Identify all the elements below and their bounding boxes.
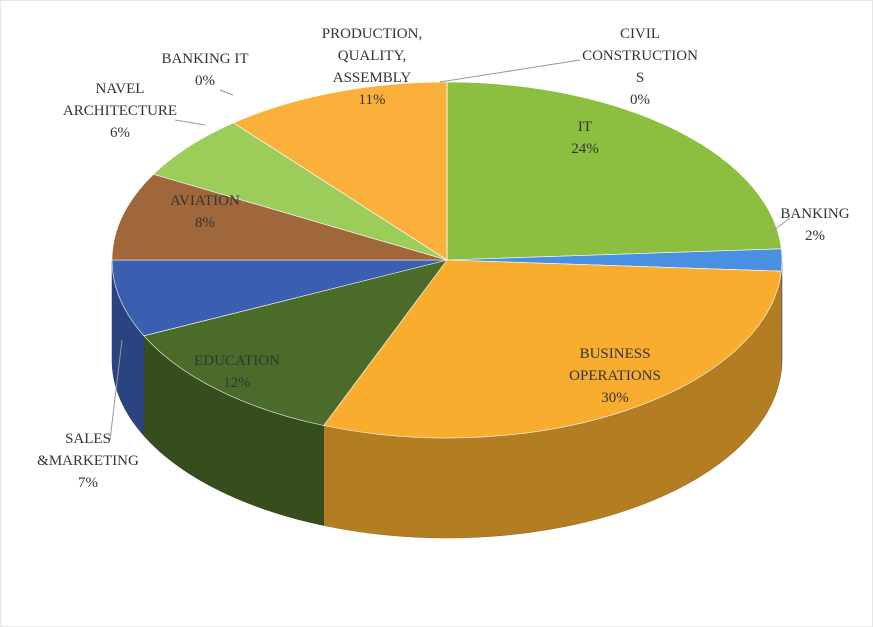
value-label: 30% <box>601 390 629 406</box>
category-label: NAVEL ARCHITECTURE <box>63 81 177 119</box>
value-label: 2% <box>805 228 825 244</box>
value-label: 6% <box>110 125 130 141</box>
slice <box>446 81 782 261</box>
slice <box>323 259 782 439</box>
slice <box>152 122 448 261</box>
leader-line <box>769 217 791 234</box>
category-label: AVIATION <box>170 193 240 209</box>
value-label: 8% <box>195 215 215 231</box>
category-label: CIVIL CONSTRUCTION S <box>582 26 698 86</box>
leader-line <box>439 59 581 83</box>
slice <box>111 259 448 337</box>
value-label: 12% <box>223 375 251 391</box>
category-label: BANKING <box>780 206 849 222</box>
category-label: IT <box>578 119 592 135</box>
value-label: 0% <box>630 92 650 108</box>
category-label: SALES &MARKETING <box>37 431 139 469</box>
slice <box>111 173 448 261</box>
leader-line <box>174 119 206 126</box>
slice <box>232 81 448 261</box>
category-label: BUSINESS OPERATIONS <box>569 346 661 384</box>
category-label: EDUCATION <box>194 353 280 369</box>
category-label: PRODUCTION, QUALITY, ASSEMBLY <box>322 26 422 86</box>
slice <box>143 259 448 426</box>
leader-line <box>219 89 234 96</box>
category-label: BANKING IT <box>161 51 248 67</box>
value-label: 11% <box>359 92 386 108</box>
leader-line <box>109 339 123 441</box>
value-label: 24% <box>571 141 599 157</box>
value-label: 7% <box>78 475 98 491</box>
value-label: 0% <box>195 73 215 89</box>
